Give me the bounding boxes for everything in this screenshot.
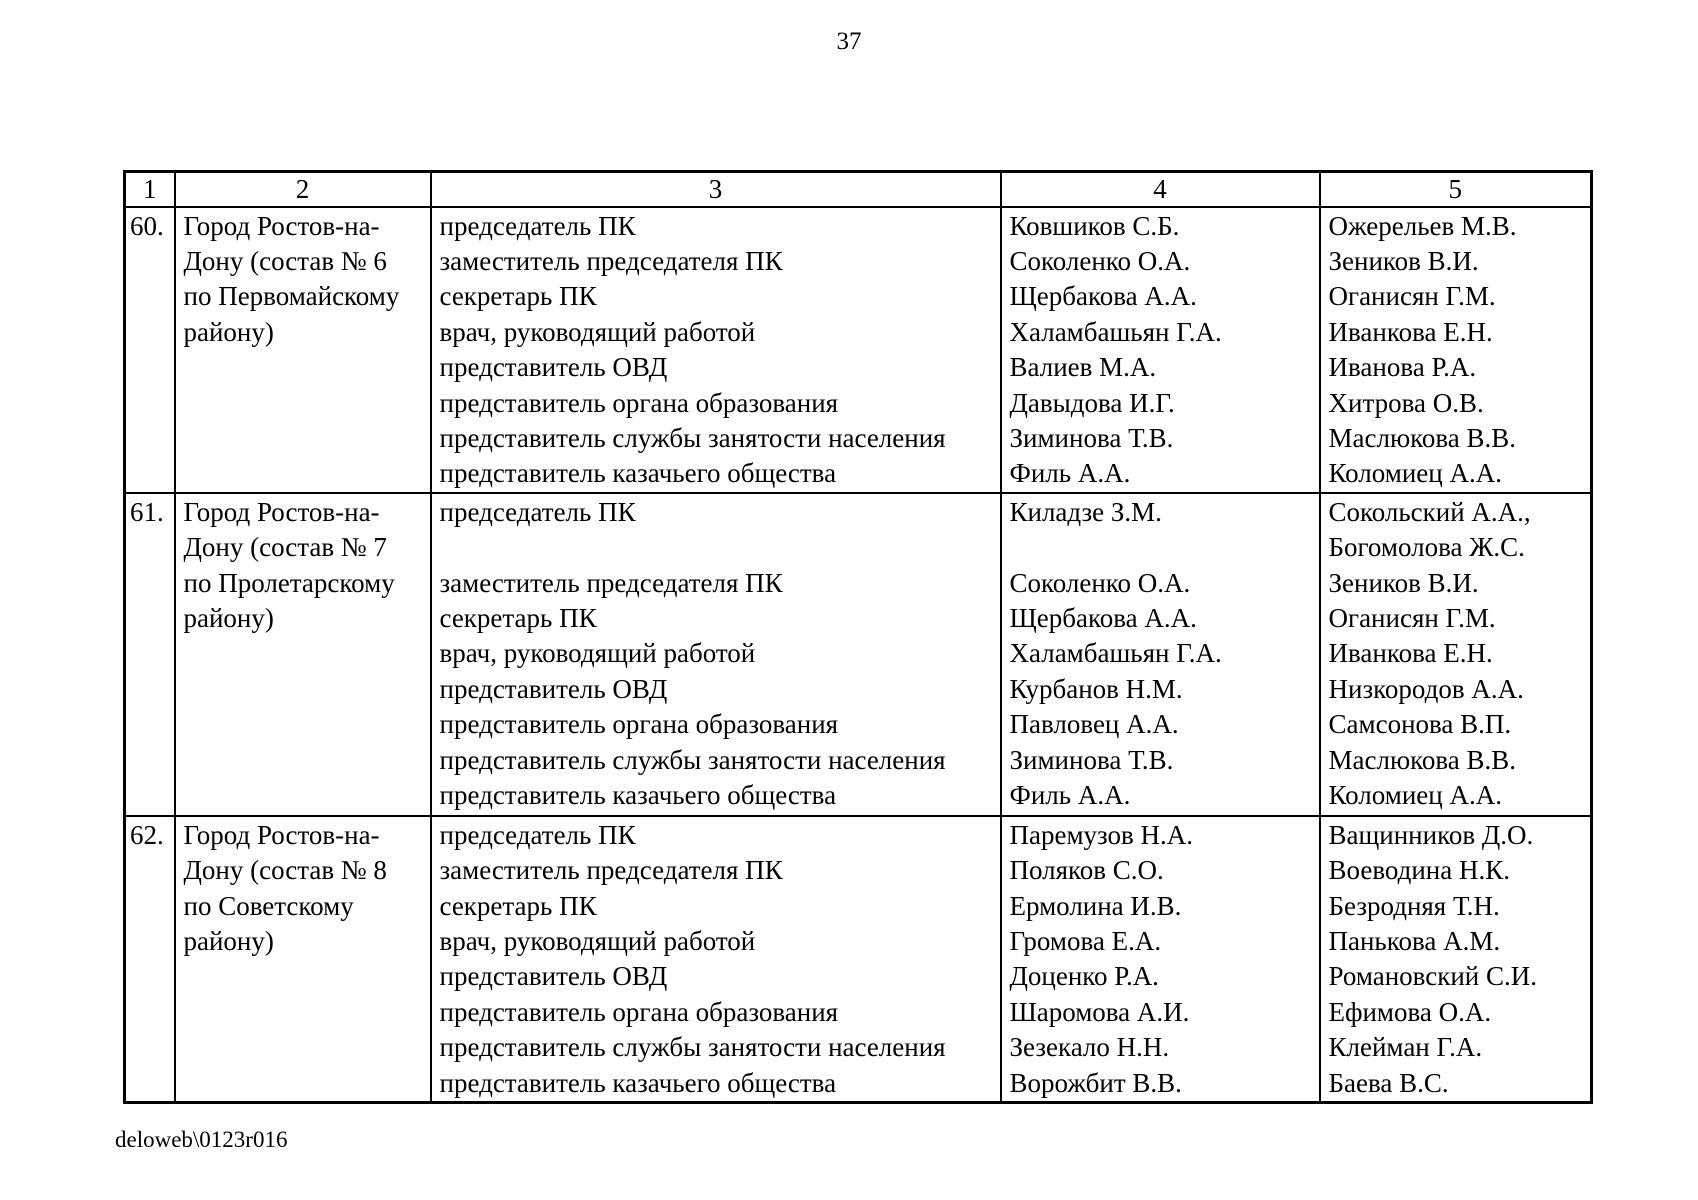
header-col-2: 2 bbox=[173, 170, 432, 208]
table-body: 60. Город Ростов-на- Дону (состав № 6 по… bbox=[123, 205, 1593, 1104]
roles-cell: председатель ПК заместитель председателя… bbox=[429, 814, 1002, 1104]
reserve-cell: Ващинников Д.О. Воеводина Н.К. Безродняя… bbox=[1318, 814, 1593, 1104]
table-row: 61. Город Ростов-на- Дону (состав № 7 по… bbox=[123, 491, 1593, 817]
header-row: 1 2 3 4 5 bbox=[123, 170, 1593, 208]
header-col-1: 1 bbox=[123, 170, 176, 208]
table-row: 62. Город Ростов-на- Дону (состав № 8 по… bbox=[123, 814, 1593, 1104]
header-col-3: 3 bbox=[429, 170, 1002, 208]
reserve-cell: Сокольский А.А., Богомолова Ж.С. Зеников… bbox=[1318, 491, 1593, 817]
table-row: 60. Город Ростов-на- Дону (состав № 6 по… bbox=[123, 205, 1593, 494]
row-number-cell: 62. bbox=[123, 814, 176, 1104]
row-number-cell: 61. bbox=[123, 491, 176, 817]
territory-cell: Город Ростов-на- Дону (состав № 8 по Сов… bbox=[173, 814, 432, 1104]
roles-cell: председатель ПК заместитель председателя… bbox=[429, 205, 1002, 494]
row-number-cell: 60. bbox=[123, 205, 176, 494]
territory-cell: Город Ростов-на- Дону (состав № 6 по Пер… bbox=[173, 205, 432, 494]
table-header: 1 2 3 4 5 bbox=[123, 170, 1593, 208]
document-footer-reference: deloweb\0123r016 bbox=[115, 1127, 288, 1152]
territory-cell: Город Ростов-на- Дону (состав № 7 по Про… bbox=[173, 491, 432, 817]
reserve-cell: Ожерельев М.В. Зеников В.И. Оганисян Г.М… bbox=[1318, 205, 1593, 494]
header-col-4: 4 bbox=[999, 170, 1321, 208]
commissions-table: 1 2 3 4 5 60. Город Ростов-на- Дону (сос… bbox=[123, 170, 1593, 1104]
header-col-5: 5 bbox=[1318, 170, 1593, 208]
roles-cell: председатель ПК заместитель председателя… bbox=[429, 491, 1002, 817]
members-cell: Ковшиков С.Б. Соколенко О.А. Щербакова А… bbox=[999, 205, 1321, 494]
members-cell: Киладзе З.М. Соколенко О.А. Щербакова А.… bbox=[999, 491, 1321, 817]
page-number: 37 bbox=[836, 28, 862, 55]
members-cell: Паремузов Н.А. Поляков С.О. Ермолина И.В… bbox=[999, 814, 1321, 1104]
